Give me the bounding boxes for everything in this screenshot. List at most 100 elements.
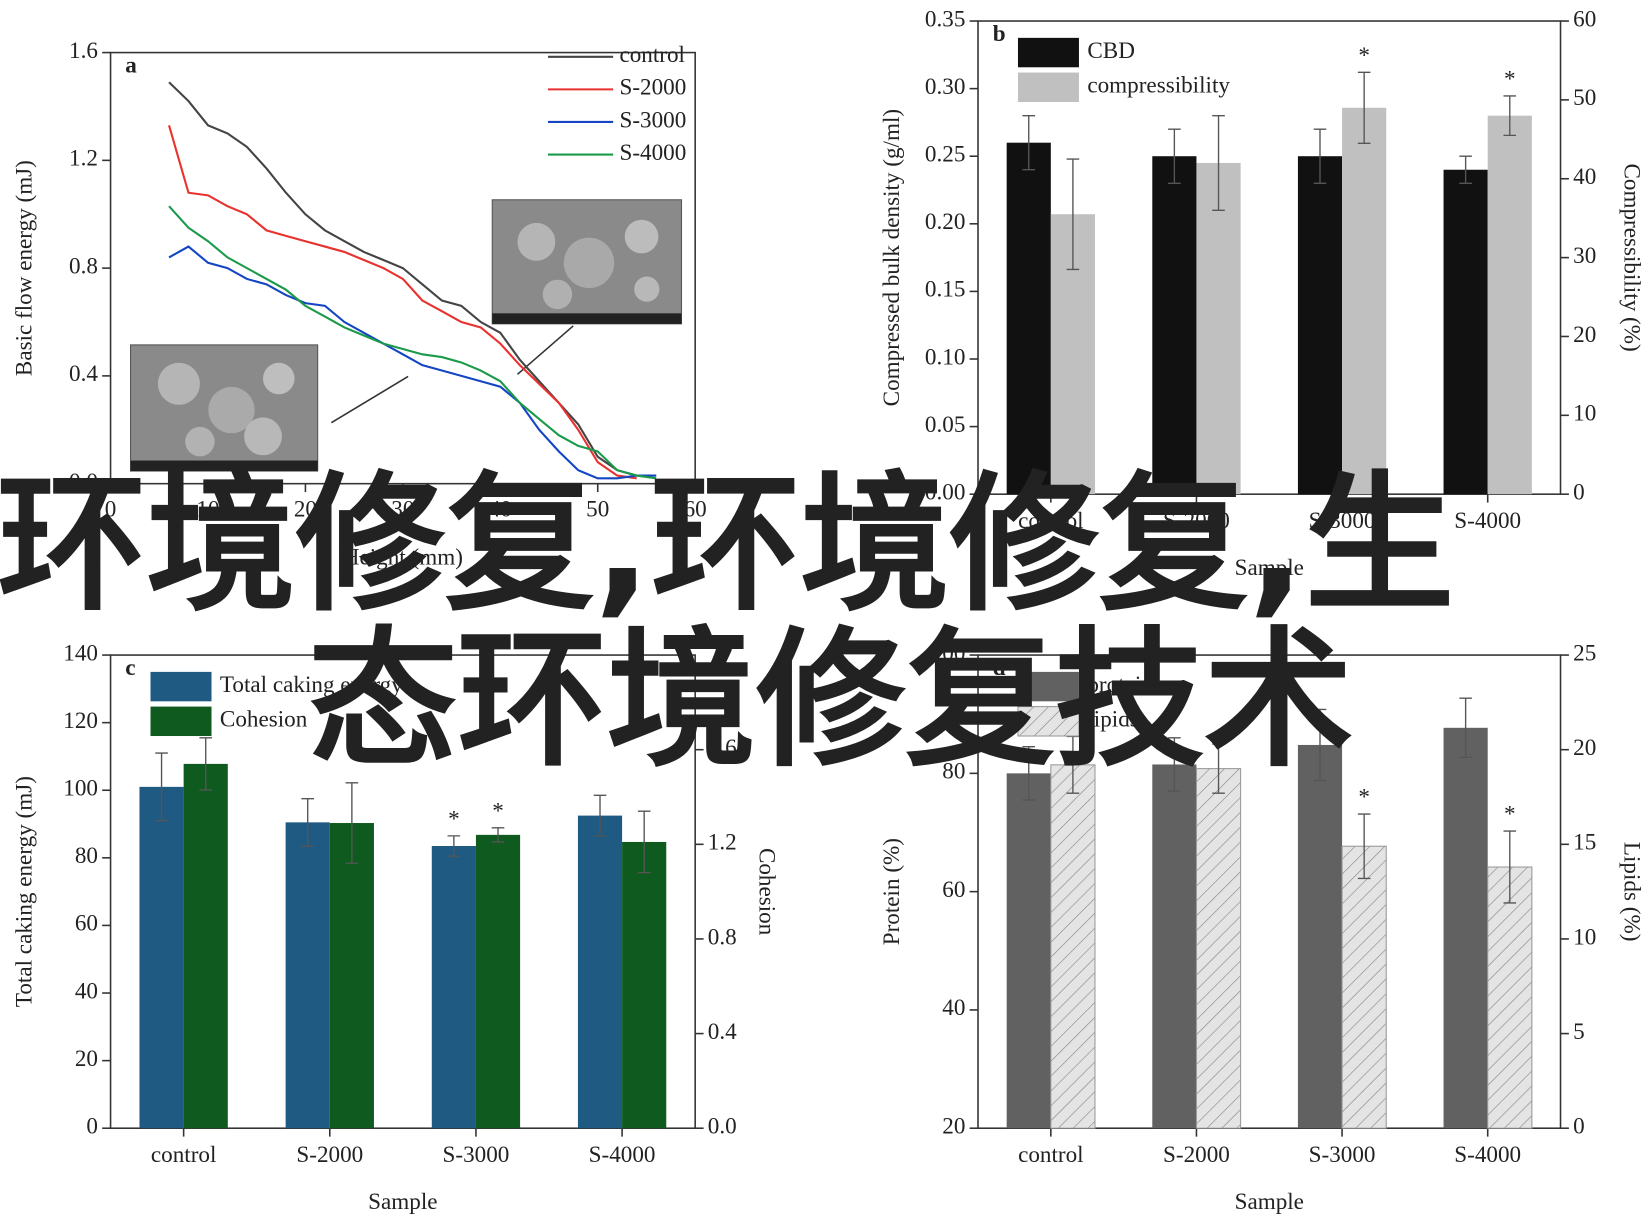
y-tick-label: 40 bbox=[75, 978, 98, 1004]
y-axis-title: Protein (%) bbox=[879, 838, 905, 945]
bar bbox=[1152, 156, 1197, 495]
error-bar bbox=[1022, 746, 1036, 801]
y-tick-label: 0 bbox=[86, 1114, 98, 1140]
y-tick-label: 20 bbox=[942, 1114, 965, 1140]
error-bar bbox=[1168, 737, 1181, 792]
error-bar bbox=[155, 752, 168, 822]
x-tick-label: S-3000 bbox=[1309, 508, 1376, 534]
error-bar bbox=[301, 798, 315, 847]
panel-label: c bbox=[125, 655, 135, 681]
y2-tick-label: 30 bbox=[1573, 243, 1596, 269]
bar bbox=[285, 822, 330, 1129]
y2-tick-label: 10 bbox=[1573, 401, 1596, 427]
y-tick-label: 80 bbox=[75, 843, 98, 869]
significance-mark: * bbox=[492, 798, 504, 824]
x-tick-label: S-2000 bbox=[1163, 508, 1230, 534]
error-bar bbox=[1212, 743, 1225, 794]
y-tick-label: 140 bbox=[63, 640, 98, 666]
bar bbox=[1050, 764, 1096, 1129]
bar bbox=[1195, 768, 1242, 1129]
bar bbox=[577, 815, 623, 1129]
legend-swatch bbox=[1017, 37, 1079, 68]
data-line bbox=[168, 81, 657, 477]
bar bbox=[1341, 845, 1387, 1129]
y-tick-label: 100 bbox=[63, 776, 98, 802]
x-tick-label: S-2000 bbox=[296, 1142, 363, 1168]
y2-tick-label: 0 bbox=[1573, 479, 1585, 505]
legend-label: compressibility bbox=[1087, 73, 1230, 99]
y-tick-label: 0.0 bbox=[69, 469, 98, 495]
error-bar bbox=[637, 810, 651, 874]
x-axis-title: Height (mm) bbox=[343, 545, 463, 571]
legend-label: protein bbox=[1087, 672, 1153, 698]
bar bbox=[1297, 744, 1343, 1129]
panel-label: a bbox=[125, 53, 137, 79]
significance-mark: * bbox=[1358, 43, 1370, 69]
y-axis-title: Basic flow energy (mJ) bbox=[12, 160, 38, 376]
x-tick-label: 0 bbox=[105, 496, 117, 522]
error-bar bbox=[199, 737, 213, 791]
panel: 20 40 60 80 100 0 5 10 15 20 25 Protein (%) Lipids (… bbox=[879, 640, 1644, 1215]
x-tick-label: control bbox=[151, 1142, 217, 1168]
y2-tick-label: 1.2 bbox=[708, 830, 737, 856]
bar bbox=[1006, 142, 1051, 495]
bar bbox=[431, 846, 476, 1129]
y-tick-label: 0.05 bbox=[925, 412, 965, 438]
y-axis-title: Total caking energy (mJ) bbox=[12, 776, 38, 1007]
x-tick-label: 20 bbox=[294, 496, 317, 522]
data-line bbox=[168, 205, 657, 480]
bar bbox=[1196, 162, 1241, 495]
y2-tick-label: 0 bbox=[1573, 1114, 1585, 1140]
legend-label: S-4000 bbox=[619, 140, 686, 166]
error-bar bbox=[1168, 128, 1181, 184]
y-tick-label: 1.6 bbox=[69, 38, 98, 64]
panel-label: d bbox=[993, 655, 1006, 681]
panel: 0.00 0.05 0.10 0.15 0.20 0.25 0.30 0.35 0 10 20 30 4… bbox=[879, 6, 1644, 581]
x-tick-label: S-2000 bbox=[1163, 1142, 1230, 1168]
y2-tick-label: 20 bbox=[1573, 735, 1596, 761]
error-bar bbox=[1212, 114, 1225, 211]
y-tick-label: 100 bbox=[931, 640, 966, 666]
significance-mark: * bbox=[1358, 785, 1370, 811]
y-tick-label: 1.2 bbox=[69, 146, 98, 172]
data-line bbox=[168, 125, 637, 480]
sem-image-1 bbox=[491, 199, 683, 325]
overlay-line: 环境修复,环境修复,生 bbox=[0, 458, 1454, 632]
y-tick-label: 0.25 bbox=[925, 142, 965, 168]
y-tick-label: 0.30 bbox=[925, 74, 965, 100]
y2-tick-label: 0.0 bbox=[708, 1114, 737, 1140]
plot-frame bbox=[109, 654, 696, 1130]
y2-tick-label: 15 bbox=[1573, 830, 1596, 856]
legend-label: lipids bbox=[1087, 707, 1138, 733]
error-bar bbox=[1022, 114, 1036, 171]
error-bar bbox=[1313, 128, 1327, 184]
bar bbox=[1443, 169, 1488, 495]
legend-label: control bbox=[619, 42, 685, 68]
panel: 0.0 0.4 0.8 1.2 1.6 Basic flow energy (mJ) Hei… bbox=[12, 38, 707, 571]
panel: 0 20 40 60 80 100 120 140 0.0 0.4 0.8 1.2 1.6 Total c… bbox=[12, 640, 779, 1215]
x-tick-label: 30 bbox=[391, 496, 414, 522]
y2-tick-label: 1.6 bbox=[708, 735, 737, 761]
y2-tick-label: 5 bbox=[1573, 1019, 1585, 1045]
y-tick-label: 60 bbox=[942, 877, 965, 903]
y-tick-label: 120 bbox=[63, 708, 98, 734]
y-tick-label: 0.10 bbox=[925, 344, 965, 370]
legend-label: CBD bbox=[1087, 38, 1135, 64]
y2-tick-label: 0.4 bbox=[708, 1019, 737, 1045]
x-axis-title: Sample bbox=[368, 1189, 437, 1215]
error-bar bbox=[1459, 697, 1472, 759]
y2-tick-label: 60 bbox=[1573, 6, 1596, 32]
error-bar bbox=[1357, 71, 1371, 144]
y-tick-label: 0.15 bbox=[925, 277, 965, 303]
y2-axis-title: Compressibility (%) bbox=[1619, 164, 1645, 352]
significance-mark: * bbox=[448, 806, 460, 832]
bar bbox=[1487, 866, 1533, 1129]
y2-tick-label: 10 bbox=[1573, 924, 1596, 950]
bar bbox=[475, 834, 521, 1129]
legend-label: Total caking energy bbox=[220, 672, 403, 698]
y-tick-label: 0.4 bbox=[69, 361, 98, 387]
x-tick-label: S-3000 bbox=[1309, 1142, 1376, 1168]
x-axis-title: Sample bbox=[1235, 555, 1304, 581]
y-tick-label: 60 bbox=[75, 911, 98, 937]
